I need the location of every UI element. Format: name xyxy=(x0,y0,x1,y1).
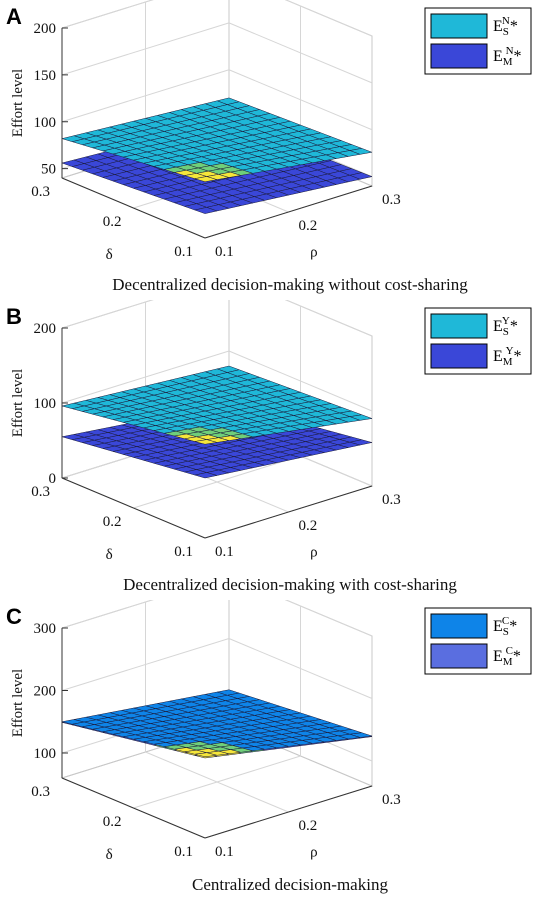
delta-tick-label: 0.1 xyxy=(174,544,193,560)
rho-tick-label: 0.2 xyxy=(299,818,318,834)
legend-swatch xyxy=(430,13,488,39)
z-tick-label: 200 xyxy=(34,321,57,337)
delta-tick-label: 0.2 xyxy=(103,814,122,830)
grid-line xyxy=(133,755,301,809)
surface-s xyxy=(61,97,373,183)
z-tick-label: 200 xyxy=(34,21,57,37)
z-axis-label: Effort level xyxy=(10,669,26,737)
chart-c-svg: C 100 200 300 Effort level 0.1 0.2 0.3 0.1 0.2 0.3… xyxy=(6,600,532,894)
rho-tick-label: 0.3 xyxy=(382,192,401,208)
surface-cell xyxy=(194,439,217,445)
grid-line xyxy=(133,455,301,509)
legend: ESC* EMC* xyxy=(424,607,532,675)
rho-tick-label: 0.2 xyxy=(299,218,318,234)
delta-axis-line xyxy=(61,177,206,239)
panel-label: B xyxy=(6,304,22,329)
z-axis-label: Effort level xyxy=(10,369,26,437)
z-tick-label: 200 xyxy=(34,684,57,700)
delta-tick-label: 0.2 xyxy=(103,514,122,530)
legend: ESN* EMN* xyxy=(424,7,532,75)
delta-axis-line xyxy=(61,777,206,839)
legend-swatch xyxy=(430,643,488,669)
delta-tick-label: 0.1 xyxy=(174,844,193,860)
rho-tick-label: 0.3 xyxy=(382,492,401,508)
z-tick-label: 100 xyxy=(34,746,57,762)
legend-swatch xyxy=(430,613,488,639)
legend-label: EMC* xyxy=(493,645,521,668)
delta-tick-label: 0.3 xyxy=(31,184,50,200)
chart-caption: Centralized decision-making xyxy=(192,875,388,894)
legend-swatch xyxy=(430,343,488,369)
legend-label: ESY* xyxy=(493,315,518,338)
delta-tick-label: 0.3 xyxy=(31,784,50,800)
rho-axis-line xyxy=(204,185,373,239)
legend-label: ESC* xyxy=(493,615,517,638)
legend: ESY* EMY* xyxy=(424,307,532,375)
delta-tick-label: 0.3 xyxy=(31,484,50,500)
panel-label: A xyxy=(6,4,22,29)
surface-s xyxy=(61,365,373,445)
z-axis-label: Effort level xyxy=(10,69,26,137)
panel-b: B 0 100 200 Effort level 0.1 0.2 0.3 0.1 0.2 0.3 δ ρ… xyxy=(0,300,540,600)
z-tick-label: 300 xyxy=(34,621,57,637)
legend-label: EMN* xyxy=(493,45,522,68)
rho-tick-label: 0.1 xyxy=(215,844,234,860)
panel-label: C xyxy=(6,604,22,629)
panel-c: C 100 200 300 Effort level 0.1 0.2 0.3 0.1 0.2 0.3… xyxy=(0,600,540,900)
chart-caption: Decentralized decision-making with cost-… xyxy=(123,575,457,594)
rho-axis-line xyxy=(204,485,373,539)
z-tick-label: 0 xyxy=(49,471,57,487)
z-tick-label: 100 xyxy=(34,396,57,412)
panel-a: A 50 100 150 200 Effort level 0.1 0.2 0.3 0.1 0.2 0… xyxy=(0,0,540,300)
delta-axis-label: δ xyxy=(106,847,113,863)
legend-swatch xyxy=(430,313,488,339)
delta-axis-line xyxy=(61,477,206,539)
rho-tick-label: 0.1 xyxy=(215,244,234,260)
surface-cell xyxy=(193,207,218,214)
delta-axis-label: δ xyxy=(106,547,113,563)
surface-cell xyxy=(194,752,217,758)
z-tick-label: 50 xyxy=(41,162,56,178)
chart-b-svg: B 0 100 200 Effort level 0.1 0.2 0.3 0.1 0.2 0.3 δ ρ… xyxy=(6,300,532,594)
rho-axis-line xyxy=(204,785,373,839)
delta-tick-label: 0.1 xyxy=(174,244,193,260)
legend-label: EMY* xyxy=(493,345,522,368)
rho-tick-label: 0.1 xyxy=(215,544,234,560)
legend-swatch xyxy=(430,43,488,69)
rho-axis-label: ρ xyxy=(310,245,318,261)
rho-axis-label: ρ xyxy=(310,845,318,861)
chart-caption: Decentralized decision-making without co… xyxy=(112,275,468,294)
rho-tick-label: 0.2 xyxy=(299,518,318,534)
delta-axis-label: δ xyxy=(106,247,113,263)
chart-a-svg: A 50 100 150 200 Effort level 0.1 0.2 0.3 0.1 0.2 0… xyxy=(6,0,532,294)
legend-label: ESN* xyxy=(493,15,518,38)
z-tick-label: 100 xyxy=(34,115,57,131)
surface-s xyxy=(61,689,373,758)
rho-tick-label: 0.3 xyxy=(382,792,401,808)
z-tick-label: 150 xyxy=(34,68,57,84)
rho-axis-label: ρ xyxy=(310,545,318,561)
delta-tick-label: 0.2 xyxy=(103,214,122,230)
surface-cell xyxy=(194,472,217,479)
surface-cell xyxy=(194,176,218,183)
